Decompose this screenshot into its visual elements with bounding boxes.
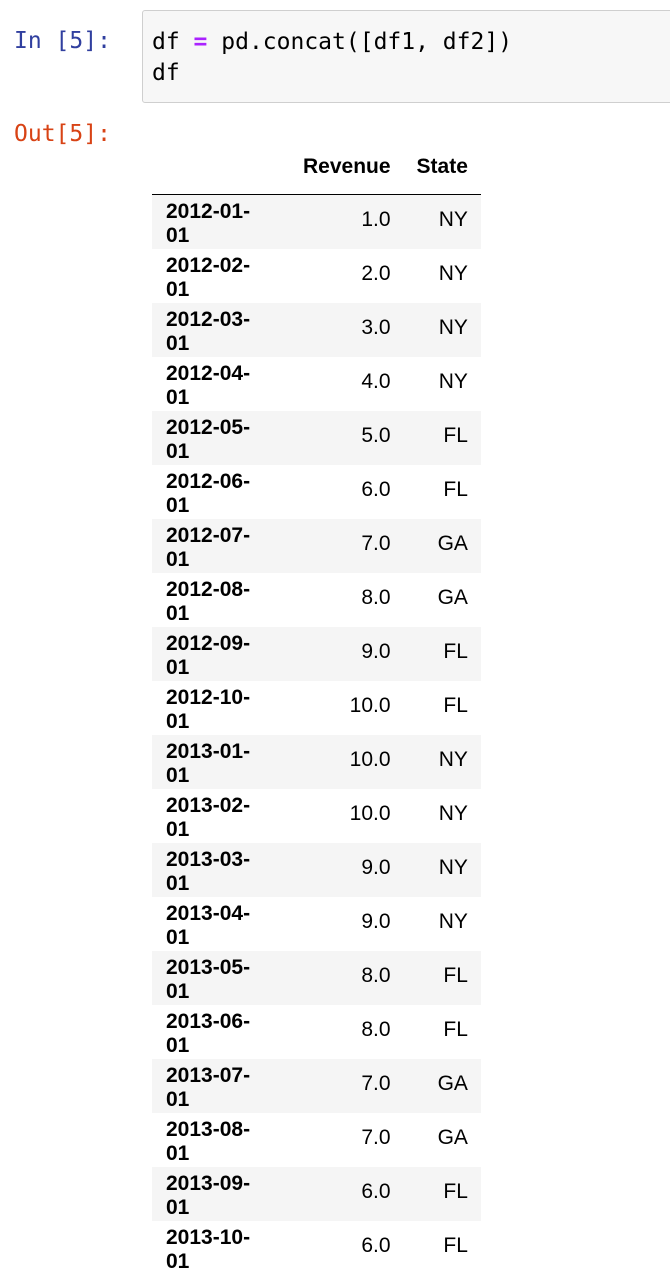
cell-state: NY (438, 909, 468, 933)
cell-revenue: 2.0 (361, 261, 391, 285)
cell-revenue: 6.0 (361, 1179, 391, 1203)
cell-state: FL (443, 477, 468, 501)
cell-state: FL (443, 423, 468, 447)
cell-revenue: 8.0 (361, 1017, 391, 1041)
row-index: 2012-05-01 (166, 416, 251, 463)
row-index: 2012-09-01 (166, 632, 251, 679)
row-index: 2013-03-01 (166, 848, 251, 895)
table-row: 2013-08-01 7.0 GA (152, 1113, 481, 1167)
cell-revenue: 6.0 (361, 477, 391, 501)
row-index: 2012-06-01 (166, 470, 251, 517)
cell-revenue: 8.0 (361, 963, 391, 987)
table-row: 2012-01-01 1.0 NY (152, 194, 481, 249)
cell-state: GA (437, 531, 468, 555)
row-index: 2012-02-01 (166, 254, 251, 301)
cell-state: NY (438, 315, 468, 339)
table-row: 2013-03-01 9.0 NY (152, 842, 481, 897)
table-row: 2012-08-01 8.0 GA (152, 573, 481, 627)
row-index: 2013-04-01 (166, 902, 251, 949)
table-row: 2012-04-01 4.0 NY (152, 357, 481, 411)
cell-state: FL (443, 693, 468, 717)
cell-revenue: 1.0 (361, 207, 391, 231)
cell-state: GA (437, 1125, 468, 1149)
row-index: 2013-06-01 (166, 1010, 251, 1057)
table-row: 2012-05-01 5.0 FL (152, 410, 481, 465)
row-index: 2012-01-01 (166, 200, 251, 248)
row-index: 2012-03-01 (166, 308, 251, 355)
table-row: 2013-06-01 8.0 FL (152, 1005, 481, 1059)
cell-state: FL (443, 963, 468, 987)
code-line-1: df = pd.concat([df1, df2]) (152, 29, 512, 55)
input-prompt: In [5]: (14, 28, 111, 54)
table-row: 2013-07-01 7.0 GA (152, 1058, 481, 1113)
table-row: 2013-01-01 10.0 NY (152, 734, 481, 789)
row-index: 2013-10-01 (166, 1226, 251, 1273)
cell-revenue: 8.0 (361, 585, 391, 609)
column-header-revenue: Revenue (290, 140, 404, 195)
cell-state: FL (443, 1179, 468, 1203)
dataframe-table: Revenue State 2012-01-01 1.0 NY 2012-02-01 2… (152, 140, 481, 1275)
header-row: Revenue State (152, 140, 481, 195)
table-row: 2012-02-01 2.0 NY (152, 249, 481, 303)
table-row: 2013-10-01 6.0 FL (152, 1221, 481, 1275)
table-row: 2012-07-01 7.0 GA (152, 518, 481, 573)
cell-state: GA (437, 1071, 468, 1095)
cell-state: NY (438, 207, 468, 231)
row-index: 2012-10-01 (166, 686, 251, 733)
cell-revenue: 9.0 (361, 639, 391, 663)
table-body: 2012-01-01 1.0 NY 2012-02-01 2.0 NY 2012-03-01… (152, 194, 481, 1275)
cell-revenue: 10.0 (349, 693, 391, 717)
cell-revenue: 9.0 (361, 909, 391, 933)
column-header-state: State (403, 140, 481, 195)
cell-revenue: 5.0 (361, 423, 391, 447)
table-row: 2013-02-01 10.0 NY (152, 789, 481, 843)
cell-state: NY (438, 855, 468, 879)
cell-revenue: 3.0 (361, 315, 391, 339)
table-row: 2012-10-01 10.0 FL (152, 681, 481, 735)
code-token: df (152, 60, 180, 86)
table-row: 2013-04-01 9.0 NY (152, 897, 481, 951)
cell-state: GA (437, 585, 468, 609)
table-row: 2012-09-01 9.0 FL (152, 626, 481, 681)
cell-state: FL (443, 1017, 468, 1041)
cell-revenue: 4.0 (361, 369, 391, 393)
cell-state: FL (443, 1233, 468, 1257)
cell-revenue: 10.0 (349, 801, 391, 825)
row-index: 2012-08-01 (166, 578, 251, 625)
cell-revenue: 7.0 (361, 531, 391, 555)
cell-revenue: 7.0 (361, 1125, 391, 1149)
cell-revenue: 9.0 (361, 855, 391, 879)
table-row: 2012-06-01 6.0 FL (152, 465, 481, 519)
code-cell[interactable]: df = pd.concat([df1, df2]) df (142, 10, 670, 103)
cell-state: NY (438, 369, 468, 393)
table-row: 2013-05-01 8.0 FL (152, 950, 481, 1005)
index-header (152, 140, 290, 195)
assign-operator: = (193, 29, 208, 55)
cell-state: NY (438, 801, 468, 825)
cell-state: NY (438, 261, 468, 285)
cell-state: NY (438, 747, 468, 771)
cell-state: FL (443, 639, 468, 663)
table-row: 2012-03-01 3.0 NY (152, 302, 481, 357)
row-index: 2013-07-01 (166, 1064, 251, 1111)
output-prompt: Out[5]: (14, 121, 111, 147)
table-row: 2013-09-01 6.0 FL (152, 1166, 481, 1221)
cell-revenue: 6.0 (361, 1233, 391, 1257)
row-index: 2013-08-01 (166, 1118, 251, 1165)
dataframe-output: Revenue State 2012-01-01 1.0 NY 2012-02-01 2… (152, 140, 481, 1275)
code-token: df (152, 29, 194, 55)
row-index: 2012-07-01 (166, 524, 251, 571)
cell-revenue: 7.0 (361, 1071, 391, 1095)
row-index: 2013-05-01 (166, 956, 251, 1003)
code-line-2: df (152, 60, 180, 86)
code-editor[interactable]: df = pd.concat([df1, df2]) df (152, 27, 512, 89)
row-index: 2013-09-01 (166, 1172, 251, 1219)
code-token: pd.concat([df1, df2]) (207, 29, 513, 55)
row-index: 2012-04-01 (166, 362, 251, 409)
row-index: 2013-01-01 (166, 740, 251, 787)
cell-revenue: 10.0 (349, 747, 391, 771)
row-index: 2013-02-01 (166, 794, 251, 841)
